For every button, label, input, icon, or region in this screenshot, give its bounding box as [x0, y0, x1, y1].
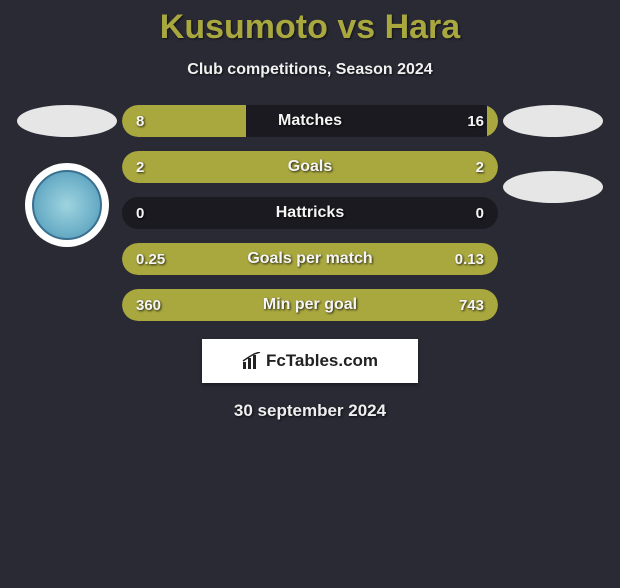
stat-value-right: 743	[459, 289, 484, 321]
stat-bar-gpm: 0.25 Goals per match 0.13	[122, 243, 498, 275]
stat-label: Min per goal	[122, 289, 498, 321]
stat-label: Goals	[122, 151, 498, 183]
stat-label: Hattricks	[122, 197, 498, 229]
page-title: Kusumoto vs Hara	[0, 8, 620, 47]
stat-label: Matches	[122, 105, 498, 137]
stat-value-right: 2	[476, 151, 484, 183]
brand-text: FcTables.com	[266, 351, 378, 371]
stat-bar-hattricks: 0 Hattricks 0	[122, 197, 498, 229]
left-player-col	[12, 105, 122, 321]
stat-bar-mpg: 360 Min per goal 743	[122, 289, 498, 321]
subtitle: Club competitions, Season 2024	[0, 61, 620, 79]
stat-value-right: 0.13	[455, 243, 484, 275]
chart-icon	[242, 352, 262, 370]
stat-bar-matches: 8 Matches 16	[122, 105, 498, 137]
club-badge-icon	[32, 170, 102, 240]
brand-link[interactable]: FcTables.com	[202, 339, 418, 383]
comparison-container: 8 Matches 16 2 Goals 2 0 Hattricks 0 0.2…	[0, 105, 620, 321]
player1-photo-placeholder	[17, 105, 117, 137]
stat-bar-goals: 2 Goals 2	[122, 151, 498, 183]
stat-value-right: 0	[476, 197, 484, 229]
player2-club-placeholder	[503, 171, 603, 203]
date-text: 30 september 2024	[0, 401, 620, 421]
stats-bars: 8 Matches 16 2 Goals 2 0 Hattricks 0 0.2…	[122, 105, 498, 321]
right-player-col	[498, 105, 608, 321]
player2-photo-placeholder	[503, 105, 603, 137]
player1-club-badge	[25, 163, 109, 247]
stat-label: Goals per match	[122, 243, 498, 275]
stat-value-right: 16	[467, 105, 484, 137]
